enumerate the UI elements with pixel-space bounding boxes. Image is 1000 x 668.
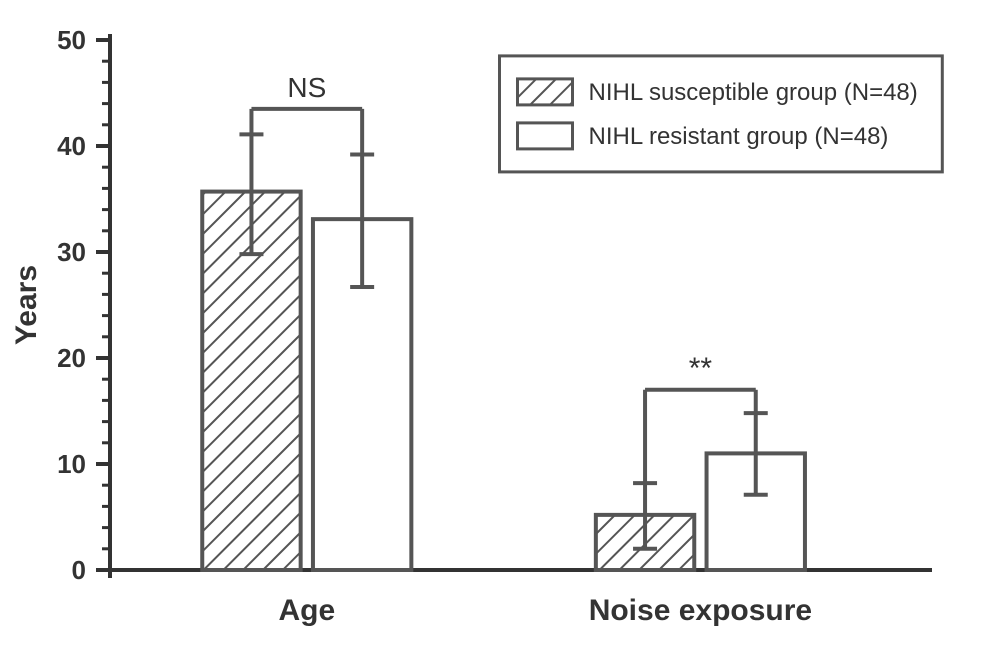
legend-text: NIHL resistant group (N=48) <box>589 123 889 150</box>
legend-swatch <box>518 79 573 105</box>
legend-text: NIHL susceptible group (N=48) <box>589 79 918 106</box>
significance-label: ** <box>689 352 713 385</box>
legend-box <box>500 56 943 172</box>
y-tick-label: 10 <box>57 449 86 479</box>
bar-chart: 0 10 20 30 40 50 Years Age Noise exposure NS ** NIH… <box>0 0 1000 668</box>
y-tick-label: 20 <box>57 343 86 373</box>
y-tick-label: 40 <box>57 131 86 161</box>
y-tick-label: 30 <box>57 237 86 267</box>
significance-label: NS <box>287 72 326 103</box>
x-category-label: Noise exposure <box>589 594 812 627</box>
legend-swatch <box>518 123 573 149</box>
y-axis-title: Years <box>10 265 43 345</box>
y-tick-label: 0 <box>72 555 86 585</box>
chart-svg: 0 10 20 30 40 50 Years Age Noise exposure NS ** NIH… <box>0 0 1000 668</box>
y-tick-label: 50 <box>57 25 86 55</box>
x-category-label: Age <box>278 594 335 627</box>
